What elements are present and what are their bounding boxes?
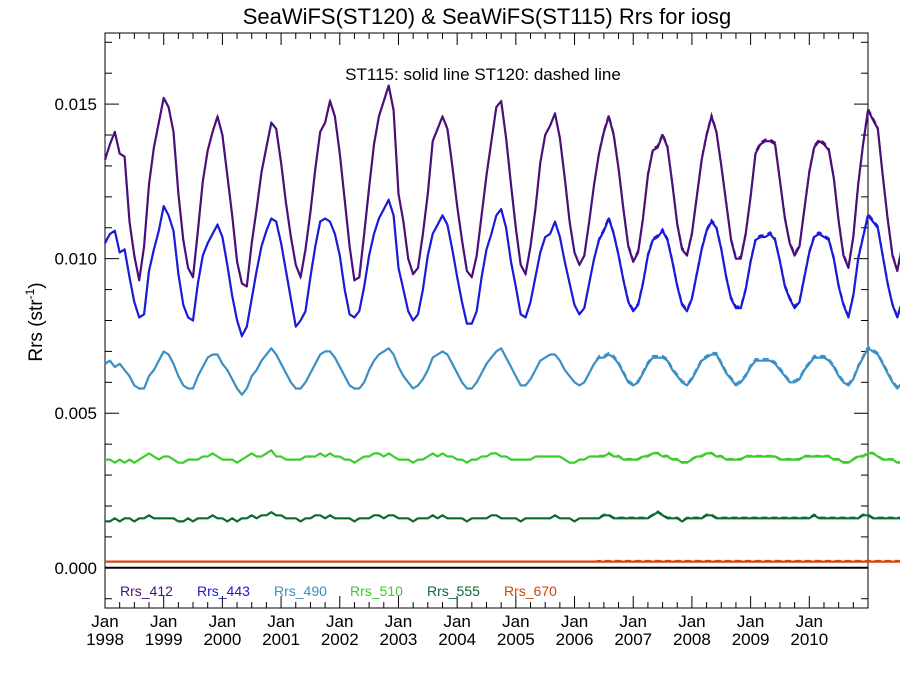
series-line-rrs-670-st120	[105, 559, 900, 563]
legend-item-rrs-412: Rrs_412	[120, 583, 173, 599]
y-tick-label: 0.015	[54, 95, 97, 114]
legend-item-rrs-443: Rrs_443	[197, 583, 250, 599]
x-tick-label-month: Jan	[561, 612, 588, 631]
x-tick-label-year: 2003	[380, 630, 418, 649]
x-tick-label-month: Jan	[385, 612, 412, 631]
x-tick-label-year: 2010	[790, 630, 828, 649]
x-tick-label-year: 2009	[732, 630, 770, 649]
x-tick-label-year: 2005	[497, 630, 535, 649]
x-tick-label-year: 2006	[556, 630, 594, 649]
x-tick-label-month: Jan	[267, 612, 294, 631]
series-line-rrs-490-st115	[104, 347, 900, 396]
plot-frame	[104, 32, 869, 609]
x-tick-label-year: 1999	[145, 630, 183, 649]
x-tick-label-month: Jan	[326, 612, 353, 631]
x-tick-label-month: Jan	[502, 612, 529, 631]
series-line-rrs-555-st115	[105, 511, 900, 523]
x-tick-label-month: Jan	[91, 612, 118, 631]
legend-item-rrs-510: Rrs_510	[350, 583, 403, 599]
y-tick-label: 0.000	[54, 559, 97, 578]
x-tick-label-year: 2004	[438, 630, 476, 649]
series-line-rrs-443-st120	[104, 197, 900, 339]
chart-title: SeaWiFS(ST120) & SeaWiFS(ST115) Rrs for …	[243, 4, 732, 29]
x-tick-label-year: 2000	[203, 630, 241, 649]
x-tick-label-year: 2002	[321, 630, 359, 649]
series-line-rrs-510-st115	[105, 449, 900, 464]
series-line-rrs-490-st120	[104, 345, 900, 396]
x-tick-label-year: 1998	[86, 630, 124, 649]
series-line-rrs-412-st120	[104, 85, 900, 288]
series-line-rrs-510-st120	[105, 449, 900, 464]
x-tick-label-month: Jan	[150, 612, 177, 631]
y-tick-label: 0.010	[54, 250, 97, 269]
x-tick-label-month: Jan	[737, 612, 764, 631]
x-tick-label-month: Jan	[678, 612, 705, 631]
series-line-rrs-443-st115	[104, 198, 900, 338]
legend-item-rrs-555: Rrs_555	[427, 583, 480, 599]
x-tick-label-year: 2007	[614, 630, 652, 649]
chart-subtitle: ST115: solid line ST120: dashed line	[345, 65, 621, 84]
x-tick-label-month: Jan	[443, 612, 470, 631]
x-tick-label-month: Jan	[209, 612, 236, 631]
x-tick-label-month: Jan	[796, 612, 823, 631]
y-axis-label: Rrs (str-1)	[23, 282, 47, 361]
legend-item-rrs-490: Rrs_490	[274, 583, 327, 599]
legend-item-rrs-670: Rrs_670	[504, 583, 557, 599]
series-line-rrs-555-st120	[105, 510, 900, 523]
plot-area: 0.0000.0050.0100.015Jan1998Jan1999Jan200…	[54, 32, 900, 649]
x-tick-label-year: 2008	[673, 630, 711, 649]
x-tick-label-year: 2001	[262, 630, 300, 649]
x-tick-label-month: Jan	[620, 612, 647, 631]
y-tick-label: 0.005	[54, 404, 97, 423]
